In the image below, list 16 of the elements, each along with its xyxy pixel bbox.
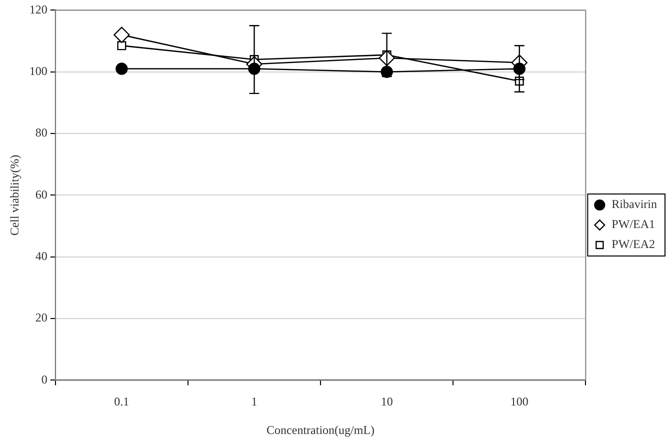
x-tick-label: 100 (510, 394, 528, 409)
x-tick-label: 0.1 (114, 394, 130, 409)
x-tick-label: 1 (251, 394, 258, 409)
legend-label: PW/EA1 (612, 217, 656, 232)
y-tick-label: 20 (35, 310, 48, 325)
x-tick-label: 10 (380, 394, 393, 409)
y-tick-label: 0 (41, 372, 48, 386)
y-axis-title: Cell viability(%) (7, 154, 22, 236)
legend-label: Ribavirin (612, 197, 657, 212)
y-tick-label: 120 (29, 2, 48, 16)
x-axis-title: Concentration(ug/mL) (266, 422, 375, 437)
y-tick-label: 60 (35, 187, 48, 202)
y-tick-label: 100 (29, 64, 48, 78)
legend-label: PW/EA2 (612, 237, 656, 252)
y-tick-label: 80 (35, 126, 48, 140)
y-tick-label: 40 (35, 249, 48, 264)
